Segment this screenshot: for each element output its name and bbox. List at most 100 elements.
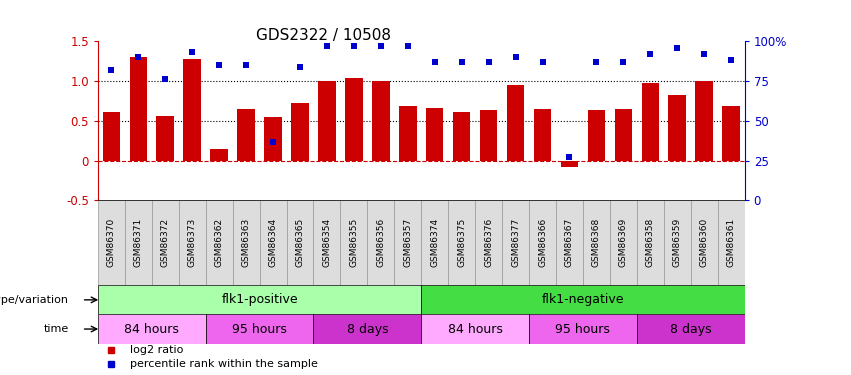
Bar bbox=[179, 200, 206, 285]
Bar bbox=[340, 200, 368, 285]
Point bbox=[563, 154, 576, 160]
Text: GSM86356: GSM86356 bbox=[376, 218, 386, 267]
Point bbox=[401, 43, 414, 49]
Bar bbox=[610, 200, 637, 285]
Text: flk1-positive: flk1-positive bbox=[221, 293, 298, 306]
Point bbox=[428, 59, 442, 65]
Point bbox=[105, 67, 118, 73]
Bar bbox=[421, 315, 529, 344]
Point bbox=[671, 45, 684, 51]
Bar bbox=[313, 315, 421, 344]
Bar bbox=[98, 285, 421, 315]
Text: GSM86372: GSM86372 bbox=[161, 218, 169, 267]
Bar bbox=[98, 200, 125, 285]
Bar bbox=[125, 200, 151, 285]
Point bbox=[535, 59, 549, 65]
Text: GSM86364: GSM86364 bbox=[269, 218, 277, 267]
Point bbox=[239, 62, 253, 68]
Point bbox=[482, 59, 495, 65]
Text: GSM86369: GSM86369 bbox=[619, 218, 628, 267]
Bar bbox=[368, 200, 394, 285]
Bar bbox=[453, 112, 471, 160]
Text: GSM86355: GSM86355 bbox=[350, 218, 358, 267]
Bar bbox=[421, 285, 745, 315]
Bar bbox=[534, 109, 551, 160]
Bar bbox=[103, 112, 120, 160]
Bar bbox=[237, 109, 254, 160]
Bar bbox=[232, 200, 260, 285]
Text: time: time bbox=[43, 324, 69, 334]
Text: GSM86377: GSM86377 bbox=[511, 218, 520, 267]
Point bbox=[590, 59, 603, 65]
Point bbox=[213, 62, 226, 68]
Bar bbox=[260, 200, 287, 285]
Point bbox=[724, 57, 738, 63]
Point bbox=[454, 59, 468, 65]
Text: 84 hours: 84 hours bbox=[124, 322, 180, 336]
Point bbox=[616, 59, 630, 65]
Text: percentile rank within the sample: percentile rank within the sample bbox=[130, 359, 318, 369]
Text: GSM86361: GSM86361 bbox=[727, 218, 735, 267]
Bar bbox=[475, 200, 502, 285]
Bar bbox=[588, 111, 605, 160]
Text: GSM86367: GSM86367 bbox=[565, 218, 574, 267]
Text: GSM86370: GSM86370 bbox=[107, 218, 116, 267]
Bar bbox=[529, 315, 637, 344]
Bar bbox=[717, 200, 745, 285]
Text: flk1-negative: flk1-negative bbox=[542, 293, 624, 306]
Point bbox=[158, 76, 172, 82]
Bar bbox=[426, 108, 443, 160]
Point bbox=[697, 51, 711, 57]
Bar bbox=[529, 200, 556, 285]
Point bbox=[293, 64, 306, 70]
Bar bbox=[318, 81, 335, 160]
Text: GSM86368: GSM86368 bbox=[592, 218, 601, 267]
Bar bbox=[561, 160, 578, 167]
Bar bbox=[691, 200, 717, 285]
Bar bbox=[151, 200, 179, 285]
Text: log2 ratio: log2 ratio bbox=[130, 345, 184, 355]
Text: GSM86376: GSM86376 bbox=[484, 218, 493, 267]
Bar bbox=[394, 200, 421, 285]
Bar bbox=[98, 315, 206, 344]
Bar bbox=[614, 109, 632, 160]
Bar bbox=[287, 200, 313, 285]
Text: 84 hours: 84 hours bbox=[448, 322, 503, 336]
Text: GSM86354: GSM86354 bbox=[323, 218, 331, 267]
Bar bbox=[664, 200, 691, 285]
Bar bbox=[210, 148, 228, 160]
Bar bbox=[184, 59, 201, 160]
Bar bbox=[291, 104, 309, 160]
Text: 8 days: 8 days bbox=[346, 322, 388, 336]
Text: GDS2322 / 10508: GDS2322 / 10508 bbox=[256, 28, 391, 43]
Text: GSM86375: GSM86375 bbox=[457, 218, 466, 267]
Text: GSM86371: GSM86371 bbox=[134, 218, 143, 267]
Bar bbox=[129, 57, 147, 160]
Bar bbox=[502, 200, 529, 285]
Bar bbox=[421, 200, 448, 285]
Point bbox=[643, 51, 657, 57]
Point bbox=[320, 43, 334, 49]
Bar bbox=[507, 85, 524, 160]
Bar bbox=[695, 81, 713, 160]
Bar bbox=[637, 200, 664, 285]
Bar bbox=[157, 116, 174, 160]
Bar bbox=[642, 82, 659, 160]
Bar bbox=[265, 117, 282, 160]
Point bbox=[186, 50, 199, 55]
Bar bbox=[313, 200, 340, 285]
Text: GSM86374: GSM86374 bbox=[431, 218, 439, 267]
Text: GSM86360: GSM86360 bbox=[700, 218, 709, 267]
Bar bbox=[448, 200, 475, 285]
Text: GSM86357: GSM86357 bbox=[403, 218, 412, 267]
Text: genotype/variation: genotype/variation bbox=[0, 295, 69, 305]
Point bbox=[509, 54, 523, 60]
Bar bbox=[206, 315, 313, 344]
Text: GSM86362: GSM86362 bbox=[214, 218, 224, 267]
Bar bbox=[583, 200, 610, 285]
Bar bbox=[637, 315, 745, 344]
Text: 8 days: 8 days bbox=[670, 322, 711, 336]
Point bbox=[131, 54, 145, 60]
Text: GSM86363: GSM86363 bbox=[242, 218, 250, 267]
Bar bbox=[206, 200, 232, 285]
